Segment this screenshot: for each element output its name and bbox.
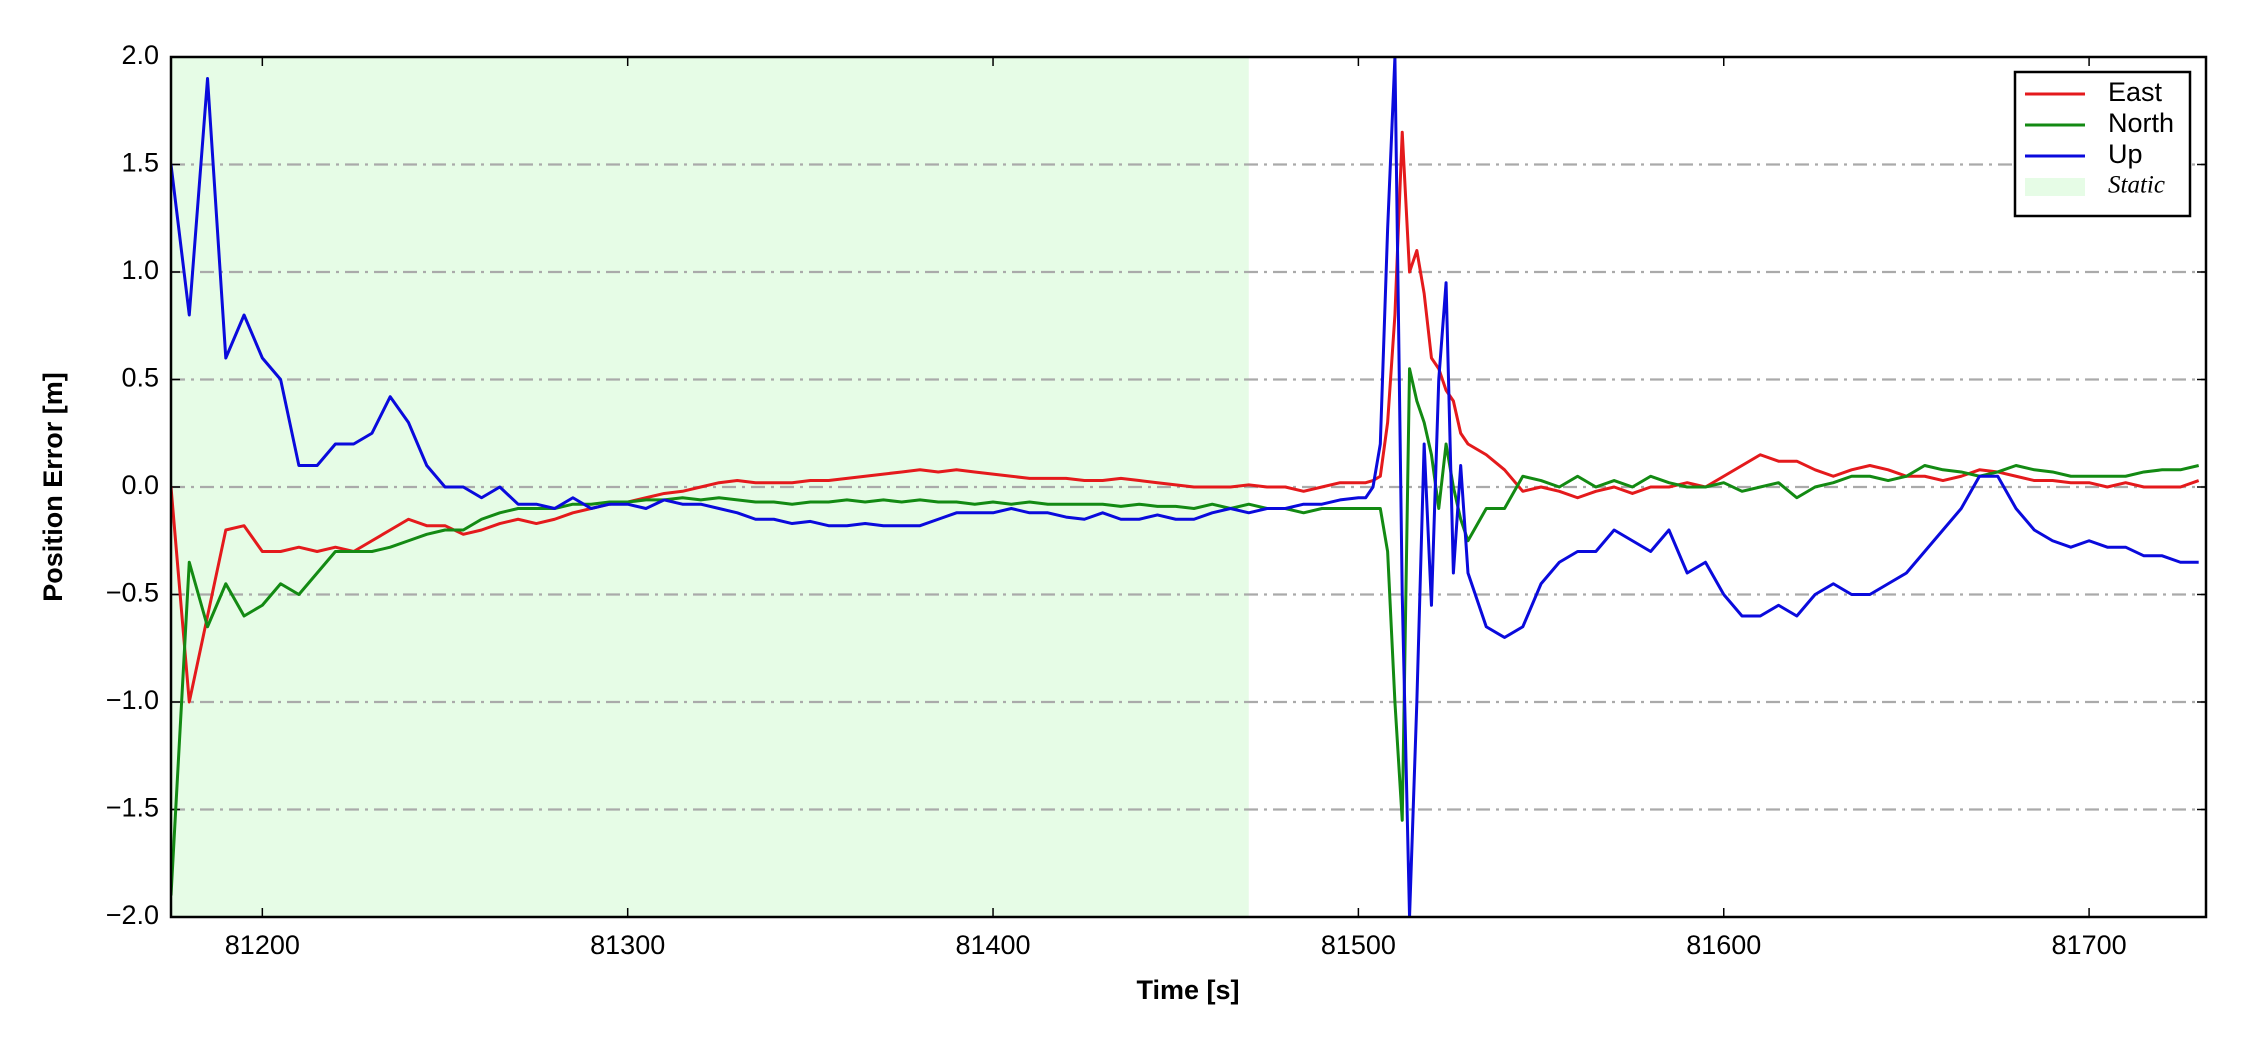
plot-lines bbox=[171, 57, 2200, 917]
y-tick-label: −0.5 bbox=[106, 578, 159, 608]
x-tick-label: 81700 bbox=[2052, 930, 2127, 960]
y-tick-label: 0.5 bbox=[121, 363, 159, 393]
y-tick-label: 1.0 bbox=[121, 255, 159, 285]
legend-label: East bbox=[2108, 77, 2163, 107]
legend-label: Static bbox=[2108, 172, 2165, 199]
y-tick-label: 1.5 bbox=[121, 148, 159, 178]
x-tick-label: 81400 bbox=[955, 930, 1030, 960]
x-tick-label: 81200 bbox=[225, 930, 300, 960]
x-axis-label: Time [s] bbox=[1136, 975, 1239, 1005]
x-tick-label: 81300 bbox=[590, 930, 665, 960]
y-tick-label: −1.0 bbox=[106, 685, 159, 715]
series-line bbox=[171, 57, 2199, 917]
x-tick-label: 81600 bbox=[1686, 930, 1761, 960]
y-tick-label: −1.5 bbox=[106, 793, 159, 823]
legend-swatch bbox=[2025, 178, 2085, 196]
y-tick-label: 2.0 bbox=[121, 40, 159, 70]
x-tick-label: 81500 bbox=[1321, 930, 1396, 960]
y-tick-label: 0.0 bbox=[121, 470, 159, 500]
y-axis-label: Position Error [m] bbox=[38, 372, 68, 602]
legend-label: North bbox=[2108, 108, 2174, 138]
legend-label: Up bbox=[2108, 139, 2143, 169]
series-line bbox=[171, 130, 2200, 704]
y-tick-label: −2.0 bbox=[106, 900, 159, 930]
static-region bbox=[171, 57, 1249, 917]
plot-frame bbox=[169, 55, 2208, 919]
